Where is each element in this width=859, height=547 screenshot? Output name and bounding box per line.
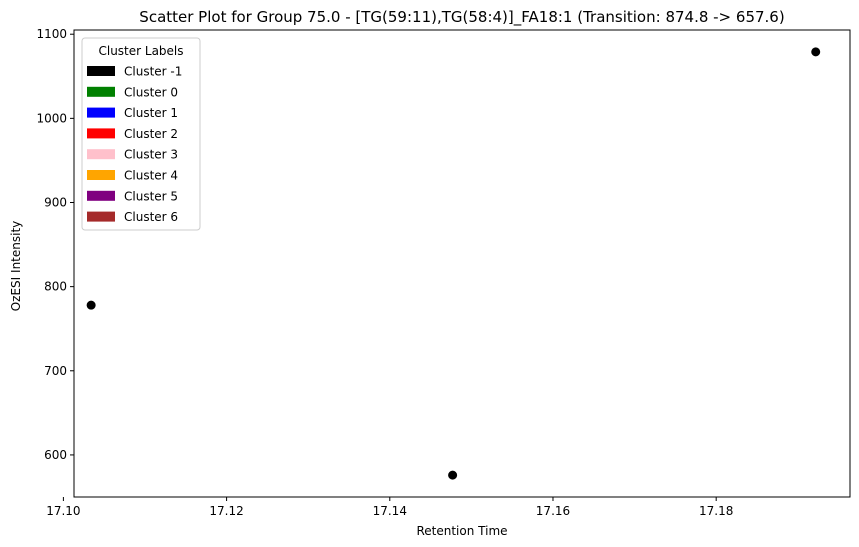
x-tick-label: 17.12 xyxy=(209,504,243,518)
x-axis-label: Retention Time xyxy=(416,524,507,538)
legend-label: Cluster 6 xyxy=(124,210,178,224)
x-tick-label: 17.16 xyxy=(536,504,570,518)
data-point xyxy=(86,300,96,310)
legend-swatch xyxy=(87,170,115,180)
y-axis-label: OzESI Intensity xyxy=(9,221,23,312)
legend-swatch xyxy=(87,128,115,139)
legend-label: Cluster 0 xyxy=(124,85,178,99)
y-tick-label: 1000 xyxy=(36,111,67,125)
x-axis: 17.10 17.12 17.14 17.16 17.18 xyxy=(46,497,733,518)
legend-swatch xyxy=(87,66,115,76)
y-tick-label: 800 xyxy=(44,280,67,294)
data-point xyxy=(448,470,458,480)
plot-frame xyxy=(73,29,851,498)
data-point xyxy=(811,47,821,57)
legend-label: Cluster -1 xyxy=(124,65,182,79)
y-tick-label: 900 xyxy=(44,195,67,209)
x-tick-label: 17.14 xyxy=(373,504,407,518)
y-axis: 600 700 800 900 1000 1100 xyxy=(36,27,74,462)
legend-box xyxy=(81,37,201,231)
legend-label: Cluster 2 xyxy=(124,127,178,141)
plot-area xyxy=(73,29,851,498)
legend-label: Cluster 4 xyxy=(124,169,178,183)
y-tick-label: 600 xyxy=(44,448,67,462)
legend-label: Cluster 5 xyxy=(124,189,178,203)
legend-entries: Cluster -1 Cluster 0 Cluster 1 Cluster 2 Clu… xyxy=(87,65,182,224)
legend-title: Cluster Labels xyxy=(98,44,183,58)
x-tick-label: 17.18 xyxy=(699,504,733,518)
y-tick-label: 700 xyxy=(44,364,67,378)
legend-swatch xyxy=(87,149,115,160)
legend-label: Cluster 1 xyxy=(124,106,178,120)
legend-swatch xyxy=(87,107,115,118)
y-tick-label: 1100 xyxy=(36,27,67,41)
data-points xyxy=(86,47,821,480)
x-tick-label: 17.10 xyxy=(46,504,80,518)
legend-swatch xyxy=(87,86,115,97)
legend-swatch xyxy=(87,190,115,201)
legend-swatch xyxy=(87,211,115,222)
chart-title: Scatter Plot for Group 75.0 - [TG(59:11)… xyxy=(139,8,784,27)
legend-label: Cluster 3 xyxy=(124,148,178,162)
